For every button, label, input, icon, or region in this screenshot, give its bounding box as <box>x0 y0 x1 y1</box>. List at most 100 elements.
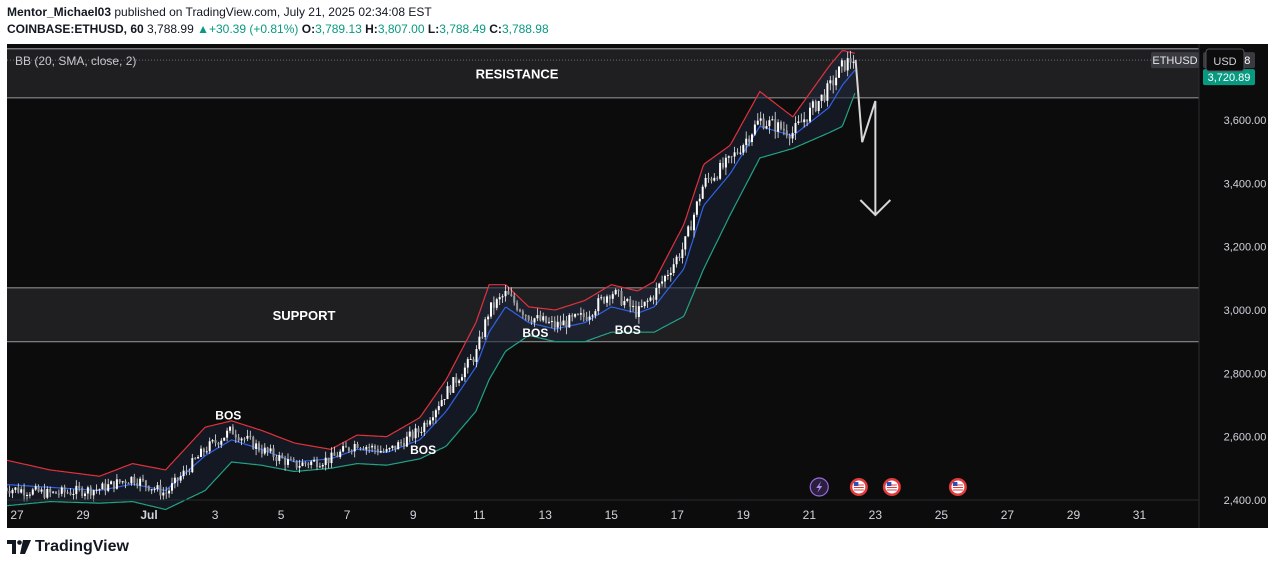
candle-body <box>768 120 771 127</box>
candle-body <box>199 448 202 457</box>
candle-body <box>40 489 43 492</box>
currency-label: USD <box>1213 56 1236 68</box>
candle-body <box>408 431 411 437</box>
candle-body <box>811 101 814 108</box>
candle-body <box>579 313 582 315</box>
bb-lower-line <box>7 92 856 511</box>
candle-body <box>23 489 26 496</box>
candle-body <box>530 320 533 323</box>
y-tick-label: 3,400.00 <box>1224 178 1267 190</box>
candle-body <box>666 274 669 276</box>
open-label: O: <box>301 22 316 36</box>
candle-body <box>289 459 292 461</box>
candle-body <box>295 460 298 468</box>
footer-brand[interactable]: TradingView <box>7 537 129 557</box>
candle-body <box>484 319 487 337</box>
candle-body <box>649 297 652 301</box>
candle-body <box>391 445 394 449</box>
candle-body <box>185 470 188 472</box>
candle-body <box>63 487 66 493</box>
candle-body <box>716 177 719 179</box>
candle-body <box>226 430 229 438</box>
candle-body <box>324 457 327 465</box>
candle-body <box>629 298 632 307</box>
candle-body <box>550 320 553 322</box>
candle-body <box>20 489 23 493</box>
candle-body <box>310 461 313 465</box>
x-tick-label: 9 <box>410 508 417 522</box>
candle-body <box>275 457 278 461</box>
candle-body <box>78 485 81 489</box>
candle-body <box>246 435 249 439</box>
candle-body <box>750 134 753 143</box>
candle-body <box>34 486 37 490</box>
candle-body <box>852 61 855 63</box>
candle-body <box>507 290 510 295</box>
bos-label: BOS <box>522 326 548 340</box>
candle-body <box>269 448 272 452</box>
currency-button[interactable] <box>1205 48 1245 72</box>
candle-body <box>133 476 136 484</box>
high-label: H: <box>365 22 378 36</box>
candle-body <box>75 485 78 495</box>
x-tick-label: 29 <box>76 508 90 522</box>
candle-body <box>672 264 675 273</box>
candle-body <box>562 320 565 326</box>
candle-body <box>52 491 55 493</box>
candle-body <box>382 451 385 453</box>
candle-body <box>72 494 75 496</box>
candle-body <box>330 452 333 464</box>
lightning-glyph <box>816 481 823 493</box>
candle-body <box>620 290 623 306</box>
candle-body <box>591 315 594 317</box>
candle-body <box>339 451 342 458</box>
x-tick-label: 31 <box>1133 508 1147 522</box>
candle-body <box>545 316 548 323</box>
author-name[interactable]: Mentor_Michael03 <box>7 5 112 19</box>
candle-body <box>472 358 475 362</box>
candle-body <box>304 462 307 464</box>
candle-body <box>835 77 838 86</box>
candle-body <box>362 448 365 450</box>
x-tick-label: Jul <box>140 508 157 522</box>
candle-body <box>774 119 777 132</box>
candle-body <box>736 152 739 154</box>
candle-body <box>89 487 92 496</box>
candle-body <box>719 163 722 179</box>
candle-body <box>637 306 640 317</box>
chart-area[interactable]: RESISTANCE SUPPORT BOS BOS BOS BOS 2,400.00 2… <box>7 44 1268 528</box>
candle-body <box>95 489 98 491</box>
symbol-label[interactable]: COINBASE:ETHUSD, 60 <box>7 22 144 36</box>
candle-body <box>327 457 330 464</box>
candle-body <box>495 299 498 308</box>
change-arrow-icon: ▲ <box>197 22 209 36</box>
candle-body <box>104 483 107 491</box>
bos-label: BOS <box>410 443 436 457</box>
candle-body <box>208 441 211 452</box>
close-value: 3,788.98 <box>501 22 549 36</box>
bb-basis-line <box>7 69 856 492</box>
candle-body <box>17 487 20 493</box>
forecast-arrow <box>854 59 877 215</box>
candle-body <box>443 399 446 401</box>
candle-body <box>800 121 803 123</box>
candle-body <box>321 464 324 467</box>
candle-body <box>640 306 643 308</box>
bb-price-tag <box>1203 69 1255 86</box>
candle-body <box>771 119 774 121</box>
candle-body <box>518 309 521 312</box>
candle-body <box>559 321 562 326</box>
candle-body <box>7 487 8 492</box>
candle-body <box>434 410 437 418</box>
candle-body <box>739 152 742 154</box>
candle-body <box>28 494 31 496</box>
candle-body <box>748 138 751 143</box>
candle-body <box>426 422 429 425</box>
candle-body <box>521 311 524 316</box>
indicator-label[interactable]: BB (20, SMA, close, 2) <box>15 54 136 68</box>
bb-upper-line <box>7 49 856 477</box>
candle-body <box>110 481 113 485</box>
candle-body <box>652 297 655 300</box>
candle-body <box>350 450 353 452</box>
